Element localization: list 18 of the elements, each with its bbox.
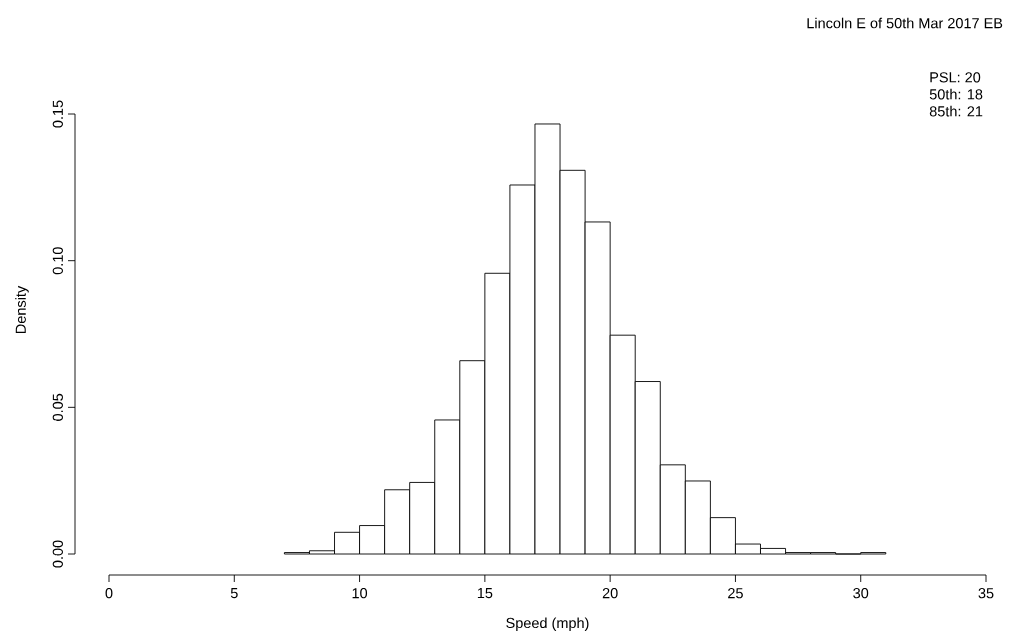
y-tick-label: 0.05 (52, 393, 63, 421)
y-axis-title: Density (15, 285, 29, 333)
x-tick-label: 10 (352, 588, 368, 599)
y-tick-label: 0.00 (52, 540, 63, 568)
x-tick-label: 0 (105, 588, 113, 599)
x-tick-label: 5 (230, 588, 238, 599)
chart-title: Lincoln E of 50th Mar 2017 EB (807, 17, 1003, 29)
x-axis-title: Speed (mph) (506, 617, 589, 631)
y-tick-label: 0.15 (52, 100, 63, 128)
x-tick-label: 15 (477, 588, 493, 599)
x-tick-label: 35 (978, 588, 994, 599)
y-tick-label: 0.10 (52, 247, 63, 275)
x-tick-label: 20 (602, 588, 618, 599)
text: PSL: 20 (930, 72, 981, 83)
text: 50th: 18 (929, 88, 983, 100)
annotation: 85th: 21 (929, 105, 983, 117)
x-tick-label: 25 (728, 588, 743, 599)
x-tick-label: 30 (853, 588, 869, 599)
